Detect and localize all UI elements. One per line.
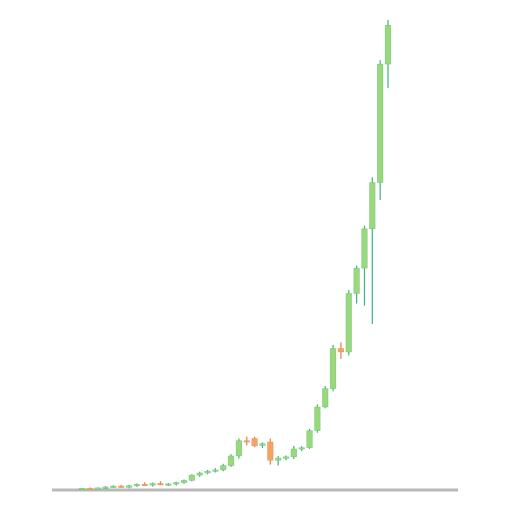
candle-body [111, 486, 117, 488]
candle-body [260, 444, 266, 446]
candle-body [315, 407, 321, 431]
candle-body [103, 487, 109, 489]
candle-body [165, 484, 171, 486]
candle-body [197, 473, 203, 475]
candle-body [220, 466, 226, 470]
candle-body [267, 442, 273, 460]
candles-group [79, 20, 391, 490]
candle-body [385, 25, 391, 64]
candle-body [173, 483, 179, 485]
candle-body [189, 475, 195, 480]
candle-body [213, 470, 219, 472]
candle-body [299, 448, 305, 450]
candle-body [330, 348, 336, 388]
candle-body [252, 438, 258, 445]
candle-body [377, 64, 383, 182]
candle-body [369, 182, 375, 228]
candle-body [228, 456, 234, 466]
candle-body [95, 488, 101, 490]
candle-body [181, 480, 187, 482]
candle-body [354, 268, 360, 293]
candle-body [322, 389, 328, 407]
candle-body [142, 484, 148, 486]
candle-body [236, 441, 242, 456]
candle-body [275, 458, 281, 460]
candle-body [87, 488, 93, 490]
candle-body [244, 441, 250, 443]
candle-body [307, 431, 313, 448]
candle-body [362, 229, 368, 268]
candle-body [205, 471, 211, 473]
candle-body [158, 483, 164, 485]
candle-body [291, 449, 297, 457]
candle-body [134, 484, 140, 486]
candle-body [79, 488, 85, 490]
candle-body [346, 293, 352, 352]
candle-body [338, 348, 344, 351]
candle-body [150, 483, 156, 485]
candle-body [283, 457, 289, 459]
candle-body [118, 486, 124, 488]
candle-body [126, 486, 132, 488]
